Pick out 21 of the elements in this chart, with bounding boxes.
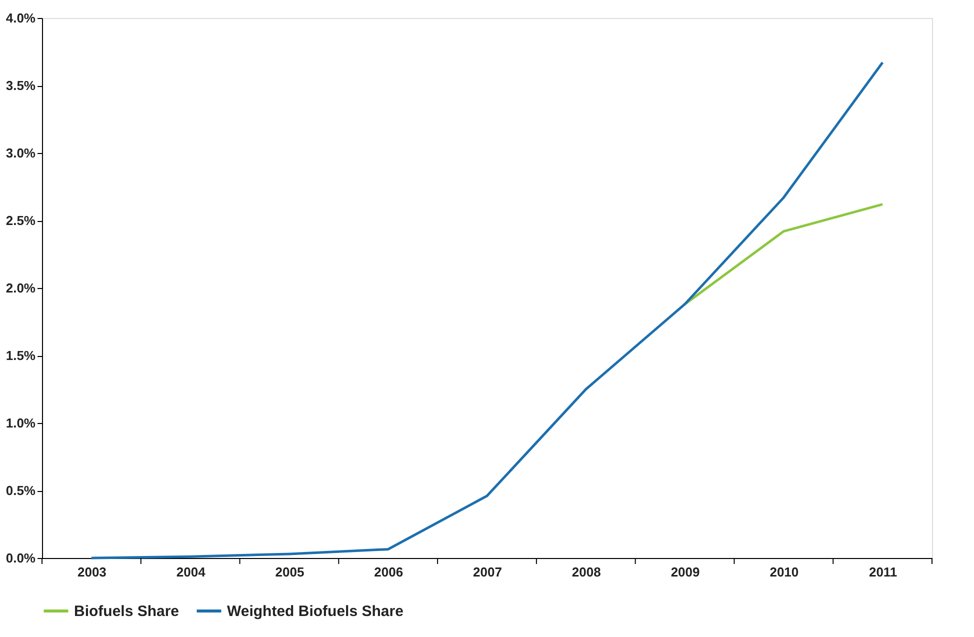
x-tick-label: 2006 <box>374 564 404 580</box>
legend-label: Weighted Biofuels Share <box>227 603 404 620</box>
x-tick-label: 2010 <box>770 564 799 580</box>
y-tick-label: 3.0% <box>6 146 36 160</box>
y-tick-label: 1.5% <box>6 348 36 363</box>
x-tick-label: 2005 <box>275 564 304 580</box>
y-tick-label: 1.0% <box>6 416 36 430</box>
x-tick-label: 2004 <box>176 564 206 580</box>
x-tick-label: 2011 <box>868 564 898 580</box>
y-tick-label: 2.0% <box>6 280 36 296</box>
line-series <box>90 61 884 560</box>
y-tick-label: 0.0% <box>6 550 36 566</box>
y-tick-label: 4.0% <box>6 10 36 26</box>
y-tick-label: 0.5% <box>6 483 36 498</box>
x-tick-label: 2008 <box>572 564 601 580</box>
y-tick-label: 2.5% <box>6 213 36 228</box>
y-tick-label: 3.5% <box>6 78 36 93</box>
x-tick-label: 2009 <box>670 564 700 580</box>
x-tick-label: 2007 <box>473 564 502 580</box>
x-tick-label: 2003 <box>77 564 106 580</box>
legend-label: Biofuels Share <box>74 603 180 620</box>
